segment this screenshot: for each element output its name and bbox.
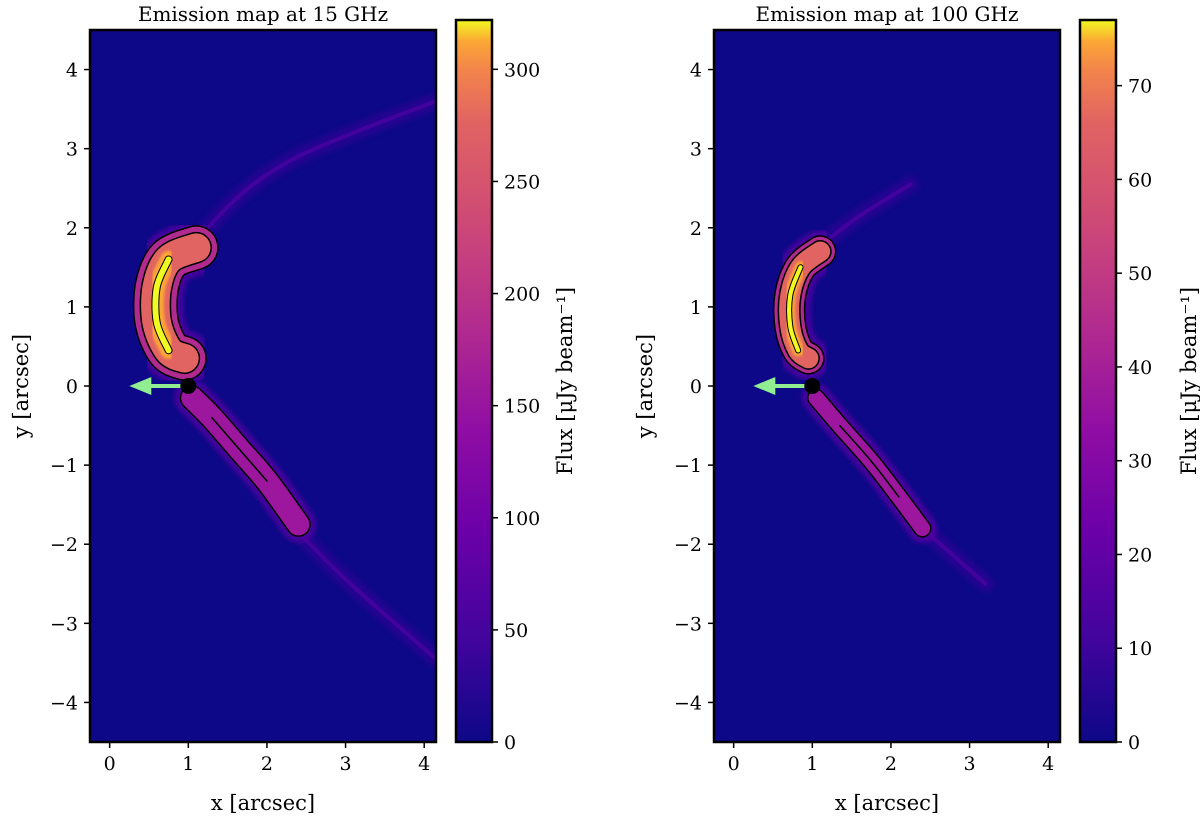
faint-arm-1: [202, 99, 436, 234]
y-tick-label: 0: [66, 376, 78, 398]
y-tick-label: 1: [690, 297, 702, 319]
colorbar-label: Flux [μJy beam⁻¹]: [1177, 287, 1200, 475]
colorbar-tick-label: 50: [504, 620, 528, 642]
y-tick-label: 2: [66, 218, 78, 240]
y-tick-label: 3: [66, 139, 78, 161]
chart-title: Emission map at 100 GHz: [755, 2, 1018, 26]
x-tick-label: 3: [340, 753, 352, 775]
y-tick-label: 0: [690, 376, 702, 398]
faint-arm-1: [826, 182, 913, 242]
x-tick-label: 1: [182, 753, 194, 775]
y-tick-label: −2: [50, 534, 78, 556]
y-tick-label: −4: [50, 692, 78, 714]
y-tick-label: 4: [690, 60, 702, 82]
x-axis-label: x [arcsec]: [835, 791, 939, 815]
colorbar-tick-label: 200: [504, 284, 540, 306]
colorbar-tick-label: 150: [504, 396, 540, 418]
y-tick-label: 4: [66, 60, 78, 82]
colorbar: [1078, 18, 1118, 744]
colorbar-tick-label: 10: [1128, 638, 1152, 660]
chart-panel-2: 0 1 2 3 4 −4 −3 −2 −1 0 1 2 3 4 Emission map at 100 GH…: [633, 2, 1200, 815]
x-tick-label: 3: [964, 753, 976, 775]
map-content: [767, 176, 994, 592]
y-axis-label: y [arcsec]: [633, 334, 657, 439]
x-tick-label: 2: [261, 753, 273, 775]
lobe-1-peak: [152, 256, 172, 354]
y-tick-label: −4: [674, 692, 702, 714]
colorbar-tick-label: 300: [504, 59, 540, 81]
lobe-1-peak: [787, 265, 803, 353]
colorbar: [454, 18, 494, 744]
colorbar-tick-label: 20: [1128, 544, 1152, 566]
source-marker: [180, 378, 197, 394]
motion-arrow-head: [129, 377, 152, 395]
faint-arm-2: [304, 538, 436, 661]
lobe-2-contour-inner: [839, 424, 900, 498]
motion-arrow-head: [753, 377, 776, 395]
x-tick-label: 2: [885, 753, 897, 775]
y-tick-label: 3: [690, 139, 702, 161]
colorbar-tick-label: 100: [504, 508, 540, 530]
colorbar-tick-label: 70: [1128, 76, 1152, 98]
y-tick-label: 1: [66, 297, 78, 319]
colorbar-label: Flux [μJy beam⁻¹]: [553, 287, 577, 475]
x-tick-label: 0: [728, 753, 740, 775]
y-tick-label: −1: [50, 455, 78, 477]
colorbar-tick-label: 40: [1128, 357, 1152, 379]
x-tick-label: 4: [1042, 753, 1054, 775]
colorbar-tick-label: 60: [1128, 169, 1152, 191]
y-tick-label: 2: [690, 218, 702, 240]
colorbar-tick-label: 30: [1128, 451, 1152, 473]
colorbar-tick-label: 0: [1128, 732, 1140, 754]
y-axis-label: y [arcsec]: [9, 334, 33, 439]
x-axis-label: x [arcsec]: [211, 791, 315, 815]
y-tick-label: −3: [674, 613, 702, 635]
chart-title: Emission map at 15 GHz: [138, 2, 388, 26]
colorbar-tick-label: 0: [504, 732, 516, 754]
y-tick-label: −2: [674, 534, 702, 556]
colorbar-tick-label: 50: [1128, 263, 1152, 285]
x-tick-label: 0: [104, 753, 116, 775]
source-marker: [804, 378, 821, 394]
chart-panel-1: 0 1 2 3 4 −4 −3 −2 −1 0 1 2 3 4 Emission map at 15 GHz…: [9, 2, 577, 815]
map-content: [127, 93, 436, 667]
y-tick-label: −1: [674, 455, 702, 477]
lobe-2-contour-inner: [211, 416, 268, 482]
colorbar-tick-label: 250: [504, 171, 540, 193]
x-tick-label: 4: [418, 753, 430, 775]
x-tick-label: 1: [806, 753, 818, 775]
y-tick-label: −3: [50, 613, 78, 635]
